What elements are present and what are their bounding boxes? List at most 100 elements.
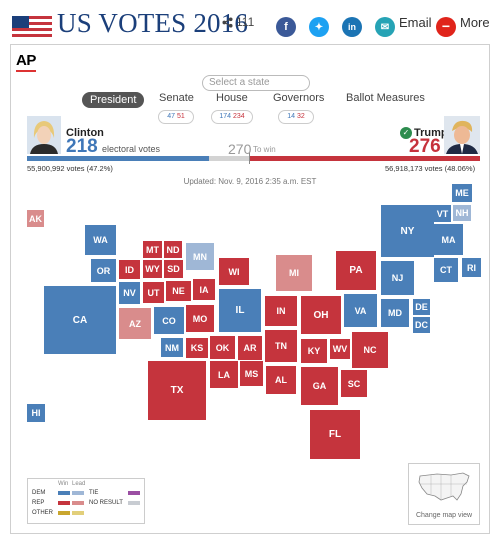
state-tile-ne[interactable]: NE (166, 281, 191, 301)
senate-rep-count: 51 (176, 113, 185, 120)
email-label[interactable]: Email (399, 15, 432, 30)
state-tile-wv[interactable]: WV (330, 339, 350, 359)
state-tile-ak[interactable]: AK (27, 210, 44, 227)
state-tile-ma[interactable]: MA (434, 224, 463, 255)
state-tile-md[interactable]: MD (381, 299, 409, 327)
state-tile-label: VA (354, 305, 367, 316)
state-tile-tn[interactable]: TN (265, 330, 297, 362)
state-tile-label: WV (332, 344, 348, 354)
state-tile-ut[interactable]: UT (143, 282, 164, 303)
house-rep-count: 234 (232, 113, 245, 120)
state-search-input[interactable]: Select a state (202, 75, 310, 91)
state-tile-label: PA (349, 265, 363, 276)
state-tile-label: AR (243, 343, 257, 353)
state-tile-label: MD (388, 308, 402, 318)
email-button[interactable]: ✉ (375, 17, 395, 37)
state-tile-vt[interactable]: VT (434, 205, 451, 222)
state-tile-az[interactable]: AZ (119, 308, 151, 339)
state-tile-ny[interactable]: NY (381, 205, 434, 257)
tab-president[interactable]: President (82, 92, 145, 108)
state-tile-wy[interactable]: WY (143, 260, 162, 278)
state-tile-label: AL (275, 375, 287, 385)
state-tile-mo[interactable]: MO (186, 305, 214, 332)
state-tile-label: CO (162, 315, 176, 326)
state-tile-in[interactable]: IN (265, 296, 297, 326)
more-button[interactable]: − (436, 17, 456, 37)
state-tile-nj[interactable]: NJ (381, 261, 414, 295)
state-tile-va[interactable]: VA (344, 294, 377, 327)
state-tile-co[interactable]: CO (154, 307, 184, 334)
state-tile-pa[interactable]: PA (336, 251, 376, 290)
to-win-label: To win (253, 145, 276, 154)
state-tile-dc[interactable]: DC (413, 317, 430, 333)
state-tile-sc[interactable]: SC (341, 370, 367, 397)
tab-governors[interactable]: Governors (273, 92, 325, 104)
state-tile-tx[interactable]: TX (148, 361, 206, 420)
state-tile-ky[interactable]: KY (301, 339, 327, 363)
facebook-button[interactable]: f (276, 17, 296, 37)
state-tile-ks[interactable]: KS (186, 338, 208, 358)
state-tile-or[interactable]: OR (91, 259, 116, 282)
twitter-button[interactable]: ✦ (309, 17, 329, 37)
state-tile-nv[interactable]: NV (119, 282, 140, 304)
state-tile-ar[interactable]: AR (238, 336, 262, 360)
linkedin-icon: in (348, 22, 356, 32)
twitter-icon: ✦ (314, 22, 324, 33)
state-tile-label: NV (123, 288, 136, 298)
undecided-progress-bar (209, 156, 249, 161)
state-tile-ia[interactable]: IA (193, 279, 215, 300)
state-tile-nd[interactable]: ND (164, 241, 182, 258)
state-tile-hi[interactable]: HI (27, 404, 45, 422)
state-tile-label: WI (228, 266, 240, 277)
state-tile-label: ID (125, 264, 134, 275)
state-tile-wa[interactable]: WA (85, 225, 116, 255)
state-tile-label: MS (244, 368, 259, 379)
tab-house[interactable]: House (216, 92, 248, 104)
state-tile-ok[interactable]: OK (210, 336, 235, 359)
state-tile-ca[interactable]: CA (44, 286, 116, 354)
change-map-view-label: Change map view (415, 512, 473, 519)
state-tile-label: MT (146, 244, 159, 255)
state-tile-sd[interactable]: SD (164, 260, 183, 278)
state-tile-ct[interactable]: CT (434, 258, 458, 282)
facebook-icon: f (284, 21, 288, 33)
email-icon: ✉ (380, 22, 390, 33)
ap-logo-underline (16, 70, 36, 72)
state-tile-nm[interactable]: NM (161, 338, 183, 357)
state-tile-il[interactable]: IL (219, 289, 261, 332)
state-tile-wi[interactable]: WI (219, 258, 249, 285)
tab-senate[interactable]: Senate (159, 92, 194, 104)
state-tile-al[interactable]: AL (266, 366, 296, 394)
state-tile-mn[interactable]: MN (186, 243, 214, 270)
state-tile-la[interactable]: LA (210, 361, 238, 388)
dem-progress-bar (27, 156, 209, 161)
legend-no-result-swatch (128, 501, 140, 505)
state-tile-ga[interactable]: GA (301, 367, 338, 405)
state-tile-label: SD (167, 264, 180, 274)
state-tile-label: TX (170, 385, 184, 396)
state-tile-ri[interactable]: RI (462, 258, 481, 277)
legend-dem-win-swatch (58, 491, 70, 495)
tab-ballot-measures[interactable]: Ballot Measures (346, 92, 425, 104)
state-tile-ms[interactable]: MS (240, 361, 263, 386)
state-tile-fl[interactable]: FL (310, 410, 360, 459)
state-tile-de[interactable]: DE (413, 299, 430, 315)
linkedin-button[interactable]: in (342, 17, 362, 37)
state-tile-oh[interactable]: OH (301, 296, 341, 334)
legend-other-win-swatch (58, 511, 70, 515)
change-map-view-button[interactable]: Change map view (408, 463, 480, 525)
share-icon[interactable] (222, 17, 233, 28)
state-tile-nc[interactable]: NC (352, 332, 388, 368)
house-dem-count: 174 (219, 113, 232, 120)
state-tile-label: OK (215, 342, 230, 353)
state-tile-label: VT (436, 208, 449, 219)
state-tile-mi[interactable]: MI (276, 255, 312, 291)
dem-candidate-name: Clinton (66, 127, 104, 139)
state-tile-nh[interactable]: NH (453, 205, 471, 221)
state-tile-label: DC (415, 320, 428, 330)
state-tile-id[interactable]: ID (119, 260, 140, 279)
house-tally: 174 234 (211, 110, 253, 124)
state-tile-me[interactable]: ME (452, 184, 472, 202)
more-label[interactable]: More (460, 15, 490, 30)
state-tile-mt[interactable]: MT (143, 241, 162, 258)
